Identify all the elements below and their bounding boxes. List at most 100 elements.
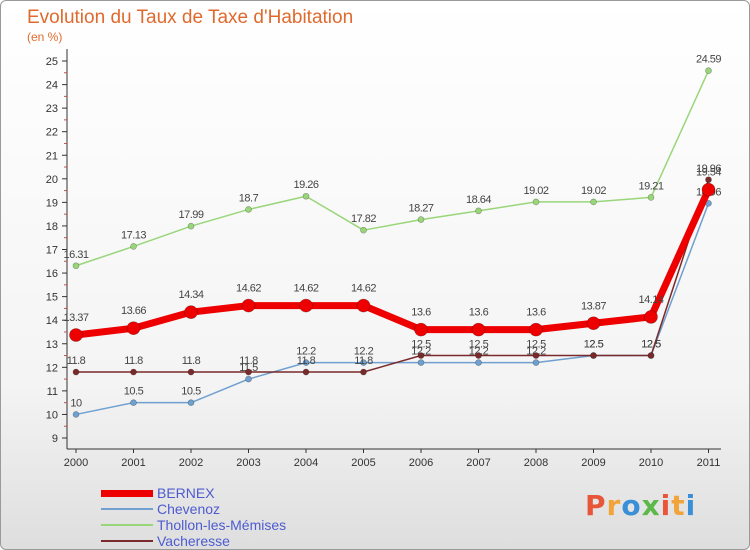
data-label: 11.8 [354,355,373,367]
data-label: 17.82 [351,213,376,225]
y-tick-label: 24 [46,80,58,92]
x-tick-label: 2003 [236,457,260,469]
data-label: 12.5 [469,339,489,351]
data-point [72,411,80,418]
data-label: 19.26 [293,179,318,191]
data-point [471,322,486,337]
proxiti-logo: Proxiti [585,489,696,522]
data-point [130,243,137,250]
legend-item: Thollon-les-Mémises [101,517,361,533]
data-label: 12.5 [641,339,661,351]
data-point [302,359,310,366]
legend-swatch [101,540,153,542]
data-label: 12.2 [411,346,431,358]
logo-letter: i [660,489,672,522]
data-point [187,368,195,376]
data-point [529,322,543,337]
data-point [241,298,256,313]
y-tick-label: 21 [46,150,58,162]
legend-item: BERNEX [101,485,361,501]
x-tick-label: 2007 [466,457,490,469]
data-label: 13.6 [526,307,546,319]
y-tick-label: 12 [46,362,58,374]
data-label: 14.14 [638,294,663,306]
y-tick-label: 20 [46,174,58,186]
legend-item: Chevenoz [101,501,361,517]
data-point [417,352,425,359]
data-label: 19.21 [638,180,663,192]
data-label: 11.8 [67,355,86,367]
data-label: 12.5 [526,339,546,351]
data-point [705,176,712,184]
data-label: 13.87 [581,300,606,312]
data-point [417,359,425,366]
data-point [130,399,137,406]
data-point [532,352,540,359]
x-tick-label: 2010 [639,457,663,469]
data-point [245,368,252,376]
legend-swatch [101,524,153,526]
data-point [245,375,252,383]
series-vacheresse: 11.8 11.8 11.8 11.8 11.8 11.8 12.5 12.5 12.5 12.5… [67,163,722,376]
y-tick-label: 10 [46,409,58,421]
data-point [69,328,83,342]
x-tick-label: 2008 [524,457,548,469]
chart-subtitle: (en %) [27,30,63,44]
data-point [705,67,712,74]
data-point [644,310,658,324]
data-label: 19.02 [523,185,548,197]
y-tick-label: 22 [46,127,58,139]
data-label: 14.34 [178,289,203,301]
data-point [130,368,137,376]
series-line [75,69,710,267]
data-point [184,305,198,319]
data-point [360,368,367,376]
logo-letter: r [606,489,622,522]
data-point [701,182,716,197]
series-line [72,186,712,339]
x-tick-label: 2006 [409,457,433,469]
y-tick-label: 18 [46,221,58,233]
data-label: 12.2 [296,346,316,358]
data-label: 10.5 [181,386,201,398]
y-tick-label: 17 [46,245,58,257]
data-point [302,192,310,200]
data-label: 18.64 [466,194,491,206]
legend-label: BERNEX [157,485,215,501]
legend-item: Vacheresse [101,533,361,549]
data-point [187,399,195,406]
data-label: 11.8 [239,355,258,367]
data-point [299,298,313,313]
series-bernex: 13.37 13.66 14.34 14.62 14.62 14.62 13.6 13.6 13… [63,167,722,342]
data-point [360,226,367,234]
data-point [302,368,310,376]
legend-swatch [101,489,153,497]
legend-label: Chevenoz [157,501,221,517]
logo-letter: t [671,489,686,522]
data-label: 13.66 [121,305,146,317]
y-tick-label: 19 [46,197,58,209]
data-point [590,352,597,359]
data-label: 13.6 [469,307,489,319]
data-label: 18.27 [408,203,433,215]
data-point [356,298,371,313]
chart-title: Evolution du Taux de Taxe d'Habitation [27,7,354,28]
data-point [187,222,195,230]
data-label: 11.8 [297,355,316,367]
y-tick-label: 23 [46,103,58,115]
data-label: 12.5 [411,339,431,351]
data-label: 19.96 [696,163,721,175]
logo-letter: o [621,489,642,522]
data-point [647,352,655,359]
data-label: 11.8 [182,355,201,367]
data-label: 10 [70,397,82,409]
series-thollon-les-memises: 16.31 17.13 17.99 18.7 19.26 17.82 18.27 18.64 1… [63,54,722,270]
data-label: 14.62 [236,283,261,295]
chart-legend: BERNEX Chevenoz Thollon-les-Mémises Vachere… [101,485,361,549]
data-label: 12.2 [469,346,489,358]
y-tick-label: 25 [46,56,58,68]
data-label: 10.5 [124,386,144,398]
data-label: 14.62 [293,283,318,295]
data-point [475,359,482,366]
data-point [590,198,597,206]
